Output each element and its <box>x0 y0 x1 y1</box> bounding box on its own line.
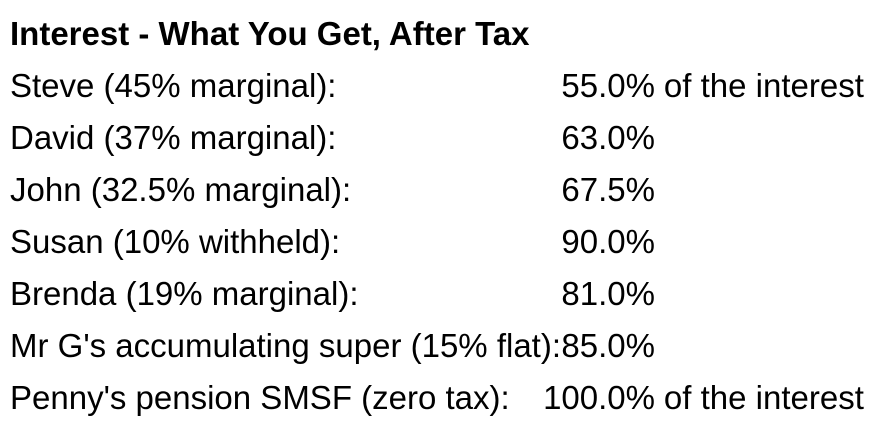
row-value: 85.0% <box>10 320 664 372</box>
row-value-number: 100.0% <box>543 379 655 416</box>
table-row: Mr G's accumulating super (15% flat): 85… <box>10 320 890 372</box>
row-label: Penny's pension SMSF (zero tax): <box>10 379 510 416</box>
page-title: Interest - What You Get, After Tax <box>10 15 530 52</box>
row-value: 63.0% <box>10 112 664 164</box>
row-value-number: 81.0% <box>561 275 655 312</box>
row-value-number: 90.0% <box>561 223 655 260</box>
row-value-number: 67.5% <box>561 171 655 208</box>
row-value: 55.0% of the interest <box>10 60 864 112</box>
row-value: 67.5% <box>10 164 664 216</box>
row-value-suffix: of the interest <box>663 67 864 104</box>
row-value: 81.0% <box>10 268 664 320</box>
table-row: Penny's pension SMSF (zero tax): 100.0% o… <box>10 372 890 424</box>
row-label: Mr G's accumulating super (15% flat): <box>10 327 561 364</box>
table-row: Susan (10% withheld): 90.0% <box>10 216 890 268</box>
row-value-number: 55.0% <box>561 67 655 104</box>
row-value: 90.0% <box>10 216 664 268</box>
row-label: John (32.5% marginal): <box>10 171 352 208</box>
table-row: John (32.5% marginal): 67.5% <box>10 164 890 216</box>
row-value-number: 85.0% <box>561 327 655 364</box>
table-row: David (37% marginal): 63.0% <box>10 112 890 164</box>
table-row: Brenda (19% marginal): 81.0% <box>10 268 890 320</box>
row-label: Susan (10% withheld): <box>10 223 341 260</box>
row-value-number: 63.0% <box>561 119 655 156</box>
row-label: David (37% marginal): <box>10 119 337 156</box>
table-row: Steve (45% marginal): 55.0% of the intere… <box>10 60 890 112</box>
row-label: Steve (45% marginal): <box>10 67 337 104</box>
row-value: 100.0% of the interest <box>10 372 864 424</box>
row-value-suffix: of the interest <box>663 379 864 416</box>
row-label: Brenda (19% marginal): <box>10 275 359 312</box>
